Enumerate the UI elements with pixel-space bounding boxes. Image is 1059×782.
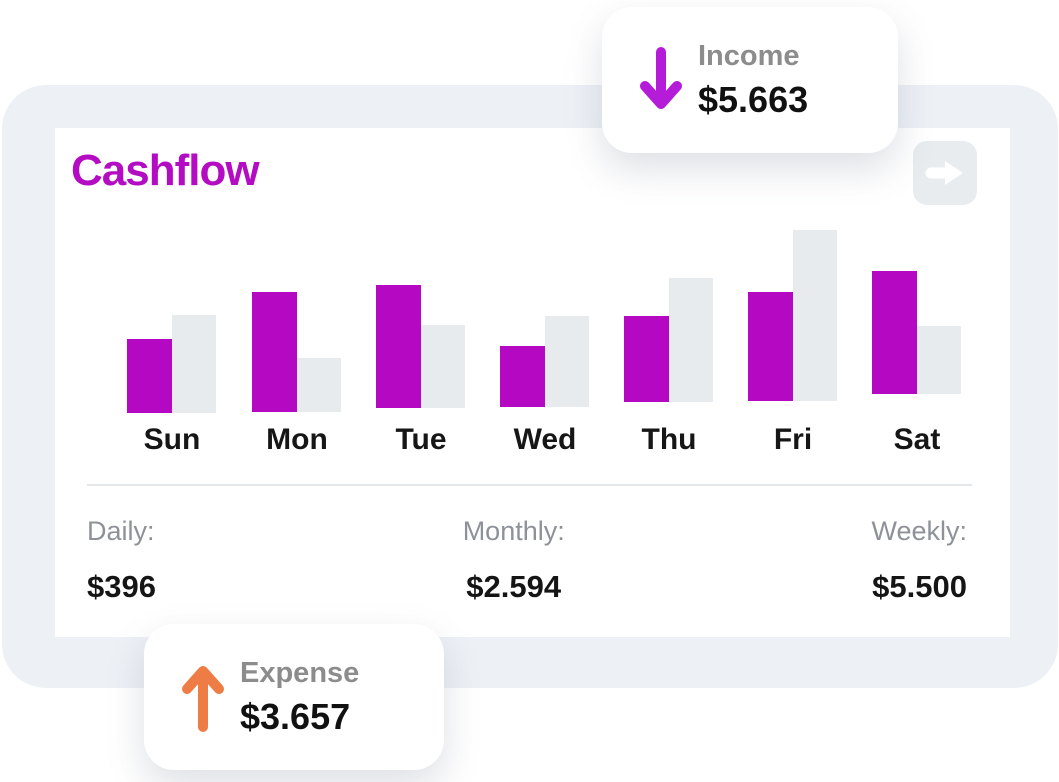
stat-daily: Daily: $396: [87, 516, 156, 605]
day-label-tue: Tue: [395, 423, 447, 456]
up-arrow-icon: [180, 661, 226, 733]
stat-monthly: Monthly: $2.594: [463, 516, 565, 605]
stat-weekly-value: $5.500: [872, 569, 967, 604]
stat-monthly-label: Monthly:: [462, 516, 565, 546]
bar-expense-sun: [172, 315, 216, 413]
bar-expense-thu: [669, 278, 713, 402]
right-arrow-icon: [925, 159, 965, 187]
bar-income-sun: [127, 339, 172, 413]
stat-daily-value: $396: [87, 569, 156, 604]
bar-expense-fri: [793, 230, 837, 401]
page-title: Cashflow: [71, 146, 260, 195]
bar-income-thu: [624, 316, 669, 402]
day-label-fri: Fri: [773, 423, 813, 456]
summary-stats: Daily: $396 Monthly: $2.594 Weekly: $5.5…: [87, 516, 967, 605]
bar-income-tue: [376, 285, 421, 408]
bar-expense-sat: [917, 326, 961, 394]
next-button[interactable]: [913, 141, 977, 205]
stat-weekly-label: Weekly:: [871, 516, 967, 546]
bar-income-fri: [748, 292, 793, 401]
day-label-thu: Thu: [641, 423, 697, 456]
bar-income-mon: [252, 292, 297, 412]
stat-weekly: Weekly: $5.500: [871, 516, 967, 605]
day-label-sat: Sat: [893, 423, 941, 456]
bar-income-wed: [500, 346, 545, 407]
stat-monthly-value: $2.594: [466, 569, 562, 604]
expense-value: $3.657: [240, 695, 351, 737]
day-label-sun: Sun: [143, 423, 201, 456]
income-card: Income $5.663: [602, 7, 898, 153]
bar-expense-mon: [297, 358, 341, 412]
day-label-wed: Wed: [513, 423, 577, 456]
bar-expense-tue: [421, 325, 465, 408]
bar-expense-wed: [545, 316, 589, 407]
stat-daily-label: Daily:: [87, 516, 155, 546]
down-arrow-icon: [638, 46, 684, 114]
divider: [87, 484, 972, 486]
day-label-mon: Mon: [266, 423, 328, 456]
bar-income-sat: [872, 271, 917, 394]
income-label: Income: [698, 39, 800, 72]
income-value: $5.663: [698, 78, 809, 120]
expense-card: Expense $3.657: [144, 624, 444, 770]
expense-label: Expense: [240, 656, 360, 689]
